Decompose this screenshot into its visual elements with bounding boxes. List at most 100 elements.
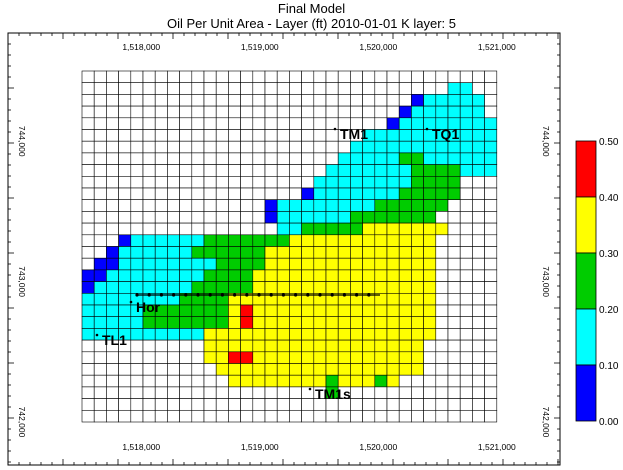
grid-cell bbox=[203, 339, 217, 353]
grid-cell bbox=[142, 351, 156, 364]
grid-cell bbox=[301, 199, 315, 212]
grid-cell bbox=[118, 211, 132, 224]
grid-cell bbox=[215, 386, 229, 399]
grid-cell bbox=[459, 386, 473, 399]
grid-cell bbox=[276, 339, 290, 353]
grid-cell bbox=[325, 176, 339, 189]
grid-cell bbox=[386, 328, 400, 341]
grid-cell bbox=[398, 374, 412, 388]
well-path-node bbox=[367, 293, 371, 297]
grid-cell bbox=[215, 246, 229, 259]
grid-cell bbox=[203, 257, 217, 271]
grid-cell bbox=[411, 269, 424, 282]
legend-label: 0.50 bbox=[599, 137, 619, 148]
grid-cell bbox=[411, 234, 424, 247]
grid-cell bbox=[301, 316, 315, 329]
grid-cell bbox=[472, 374, 485, 388]
grid-cell bbox=[423, 234, 437, 247]
grid-cell bbox=[203, 246, 217, 259]
grid-cell bbox=[313, 269, 327, 282]
grid-cell bbox=[118, 386, 132, 399]
grid-cell bbox=[374, 129, 388, 142]
grid-cell bbox=[106, 129, 119, 142]
grid-cell bbox=[350, 199, 363, 212]
grid-cell bbox=[350, 82, 363, 95]
grid-cell bbox=[106, 82, 119, 95]
grid-cell bbox=[350, 351, 363, 364]
grid-cell bbox=[93, 304, 107, 317]
grid-cell bbox=[276, 246, 290, 259]
grid-cell bbox=[435, 257, 449, 271]
grid-cell bbox=[276, 257, 290, 271]
grid-cell bbox=[362, 328, 376, 341]
grid-cell bbox=[386, 409, 400, 423]
grid-cell bbox=[130, 328, 144, 341]
grid-cell bbox=[411, 257, 424, 271]
grid-cell bbox=[130, 246, 144, 259]
grid-cell bbox=[118, 140, 132, 154]
grid-cell bbox=[264, 105, 278, 119]
grid-cell bbox=[362, 222, 376, 236]
grid-cell bbox=[472, 409, 485, 423]
grid-cell bbox=[423, 409, 437, 423]
grid-cell bbox=[386, 117, 400, 130]
grid-cell bbox=[252, 269, 266, 282]
grid-cell bbox=[374, 234, 388, 247]
grid-cell bbox=[264, 328, 278, 341]
grid-cell bbox=[179, 117, 193, 130]
grid-cell bbox=[423, 222, 437, 236]
frame-ticks bbox=[7, 32, 560, 465]
grid-cell bbox=[203, 409, 217, 423]
grid-cell bbox=[142, 152, 156, 165]
grid-cell bbox=[215, 234, 229, 247]
grid-cell bbox=[81, 398, 95, 411]
grid-cell bbox=[167, 222, 180, 236]
grid-cell bbox=[350, 304, 363, 317]
grid-cell bbox=[386, 211, 400, 224]
grid-cell bbox=[447, 199, 461, 212]
grid-cell bbox=[350, 187, 363, 200]
grid-cell bbox=[215, 105, 229, 119]
grid-cell bbox=[106, 94, 119, 107]
grid-cell bbox=[93, 164, 107, 177]
grid-cell bbox=[240, 222, 254, 236]
grid-cell bbox=[289, 409, 302, 423]
well-path-node bbox=[281, 293, 285, 297]
grid-cell bbox=[313, 140, 327, 154]
grid-cell bbox=[130, 316, 144, 329]
grid-cell bbox=[276, 211, 290, 224]
grid-cell bbox=[350, 409, 363, 423]
grid-cell bbox=[228, 409, 241, 423]
grid-cell bbox=[191, 94, 205, 107]
grid-cell bbox=[240, 152, 254, 165]
grid-cell bbox=[435, 386, 449, 399]
grid-cell bbox=[337, 351, 351, 364]
grid-cell bbox=[374, 374, 388, 388]
grid-cell bbox=[289, 187, 302, 200]
grid-cell bbox=[362, 187, 376, 200]
grid-cell bbox=[93, 222, 107, 236]
grid-cell bbox=[484, 363, 498, 376]
grid-cell bbox=[118, 70, 132, 83]
grid-cell bbox=[154, 257, 168, 271]
well-path-node bbox=[135, 293, 139, 297]
grid-cell bbox=[252, 70, 266, 83]
grid-cell bbox=[252, 339, 266, 353]
grid-cell bbox=[423, 246, 437, 259]
grid-cell bbox=[435, 176, 449, 189]
grid-cell bbox=[313, 105, 327, 119]
grid-cell bbox=[459, 211, 473, 224]
well-path-node bbox=[355, 293, 359, 297]
grid-cell bbox=[374, 82, 388, 95]
well-path-node bbox=[159, 293, 163, 297]
grid-cell bbox=[374, 94, 388, 107]
grid-cell bbox=[435, 164, 449, 177]
grid-cell bbox=[386, 105, 400, 119]
grid-cell bbox=[423, 211, 437, 224]
grid-cell bbox=[411, 304, 424, 317]
grid-cell bbox=[362, 176, 376, 189]
grid-cell bbox=[459, 304, 473, 317]
legend-swatch bbox=[575, 140, 597, 198]
grid-cell bbox=[106, 304, 119, 317]
grid-cell bbox=[264, 281, 278, 294]
